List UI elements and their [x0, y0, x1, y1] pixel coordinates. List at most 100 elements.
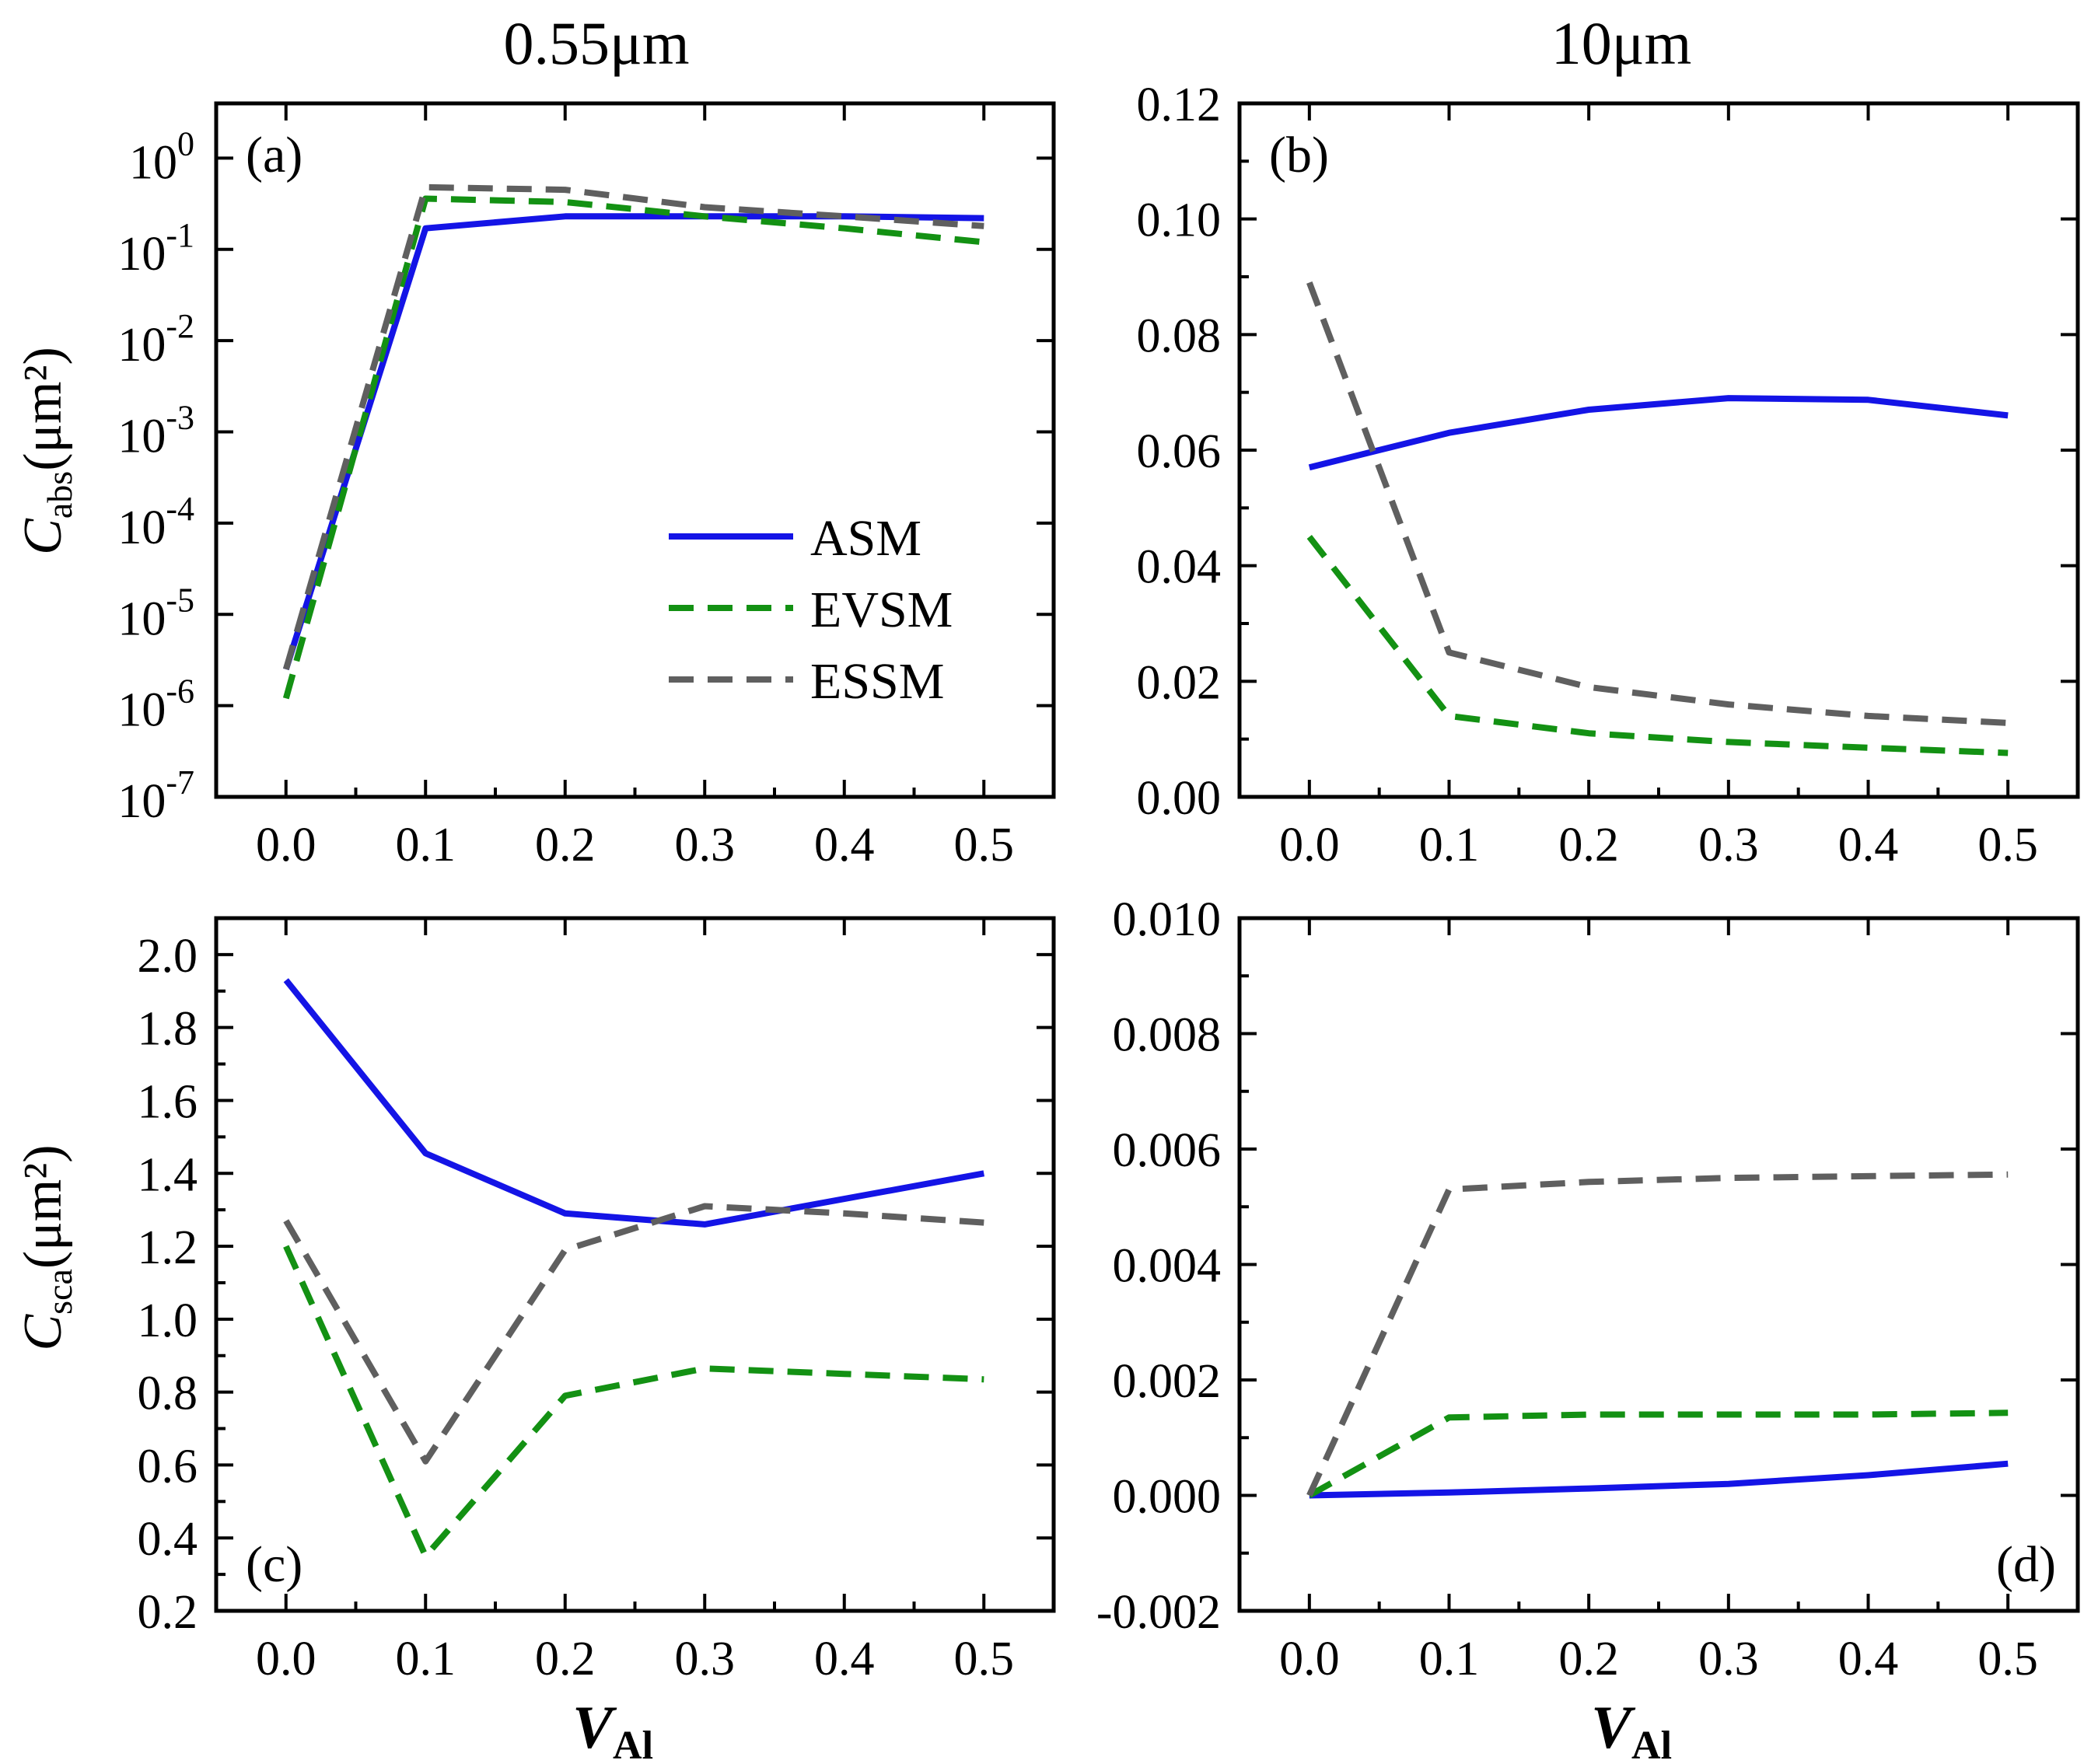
- series-asm-line: [283, 978, 985, 1228]
- series-essm-line: [282, 183, 984, 671]
- y-tick-base: 10: [117, 684, 166, 737]
- x-tick-label: 0.5: [954, 819, 1015, 872]
- x-tick-label: 0.4: [814, 1633, 875, 1685]
- panel-3: 0.0 0.1 0.2 0.3 0.4 0.5 -0.002 0.000 0.002 0.004 0…: [1096, 893, 2080, 1685]
- column-title-right: 10μm: [1551, 9, 1692, 77]
- series-asm-line: [1308, 395, 2009, 471]
- y-tick-label: 0.006: [1113, 1124, 1222, 1177]
- x-tick-label: 0.1: [1419, 819, 1480, 872]
- y-tick-base: 10: [129, 136, 177, 189]
- y-tick-label: 10-7: [117, 763, 194, 828]
- column-title-left: 0.55μm: [504, 9, 690, 77]
- y-axis-label-bottom: Csca(μm²): [13, 1144, 79, 1350]
- panel-1: 0.0 0.1 0.2 0.3 0.4 0.5 0.00 0.02 0.04 0.06 0.08 0.…: [1137, 79, 2080, 872]
- series-asm-line: [1309, 1460, 2009, 1499]
- y-tick-label: 0.12: [1137, 79, 1222, 131]
- y-tick-label: 1.8: [138, 1003, 198, 1056]
- y-tick-label: 0.10: [1137, 194, 1222, 247]
- x-tick-label: 0.2: [535, 1633, 596, 1685]
- y-tick-label: 0.02: [1137, 656, 1222, 709]
- x-tick-label: 0.4: [814, 819, 875, 872]
- y-tick-label: 0.002: [1113, 1355, 1222, 1408]
- y-tick-label: 0.4: [138, 1513, 198, 1566]
- x-label-left-subscript: Al: [613, 1724, 653, 1764]
- legend-label-asm: ASM: [810, 510, 921, 567]
- y-axis-label-top: Cabs(μm²): [13, 347, 79, 555]
- plot-frame: [1237, 916, 2080, 1613]
- y-tick-label: 1.4: [138, 1148, 198, 1201]
- y-tick-label: 0.008: [1113, 1009, 1222, 1062]
- y-tick-label: 10-3: [117, 399, 194, 463]
- y-tick-label: 1.2: [138, 1221, 198, 1274]
- x-tick-label: 0.0: [1279, 819, 1340, 872]
- y-tick-label: 10-1: [117, 216, 194, 281]
- y-label-top-symbol: C: [13, 518, 73, 555]
- x-tick-label: 0.5: [1977, 1633, 2038, 1685]
- y-tick-exponent: -2: [166, 307, 194, 345]
- y-tick-base: 10: [117, 501, 166, 554]
- y-tick-exponent: -4: [166, 490, 194, 528]
- y-tick-base: 10: [117, 592, 166, 645]
- x-tick-label: 0.5: [1977, 819, 2038, 872]
- panel-label: (c): [246, 1536, 302, 1593]
- y-label-top-subscript: abs: [40, 471, 79, 519]
- panel-label: (a): [246, 127, 302, 183]
- y-tick-label: 0.08: [1137, 309, 1222, 362]
- series-evsm-line: [1307, 1409, 2009, 1498]
- panels-group: 0.0 0.1 0.2 0.3 0.4 0.510010-110-210-310-410-…: [117, 79, 2080, 1685]
- x-label-right-symbol: V: [1591, 1693, 1636, 1761]
- y-tick-base: 10: [117, 228, 166, 281]
- y-label-bottom-unit: (μm²): [13, 1144, 73, 1269]
- x-tick-label: 0.3: [675, 819, 736, 872]
- plot-frame: [214, 916, 1056, 1613]
- y-tick-base: 10: [117, 775, 166, 828]
- y-tick-exponent: -7: [166, 763, 194, 802]
- series-essm-line: [283, 1203, 984, 1465]
- y-tick-base: 10: [117, 319, 166, 372]
- x-label-left-symbol: V: [572, 1693, 617, 1761]
- y-tick-exponent: -1: [166, 216, 194, 254]
- legend-label-essm: ESSM: [810, 653, 944, 710]
- y-tick-label: 0.00: [1137, 772, 1222, 825]
- y-tick-label: 0.8: [138, 1368, 198, 1420]
- x-tick-label: 0.5: [954, 1633, 1015, 1685]
- x-tick-label: 0.0: [256, 819, 316, 872]
- series-evsm-line: [283, 1245, 984, 1560]
- y-tick-label: 2.0: [138, 930, 198, 983]
- panel-0: 0.0 0.1 0.2 0.3 0.4 0.510010-110-210-310-410-…: [117, 101, 1056, 872]
- x-label-right-subscript: Al: [1631, 1724, 1672, 1764]
- y-label-top-unit: (μm²): [13, 347, 73, 471]
- series-evsm-line: [282, 195, 984, 700]
- y-tick-label: 10-6: [117, 672, 194, 737]
- x-tick-label: 0.0: [256, 1633, 316, 1685]
- x-tick-label: 0.1: [1419, 1633, 1480, 1685]
- series-essm-line: [1306, 281, 2009, 726]
- y-tick-label: 1.0: [138, 1294, 198, 1347]
- y-tick-label: 0.004: [1113, 1240, 1222, 1293]
- y-tick-label: 10-4: [117, 490, 194, 554]
- y-tick-label: 0.010: [1113, 893, 1222, 946]
- y-tick-label: 0.000: [1113, 1471, 1222, 1524]
- series-evsm-line: [1306, 535, 2009, 756]
- x-tick-label: 0.2: [1558, 1633, 1619, 1685]
- x-tick-label: 0.1: [396, 1633, 456, 1685]
- y-label-bottom-subscript: sca: [40, 1269, 79, 1315]
- y-tick-label: 0.6: [138, 1440, 198, 1493]
- y-tick-label: 0.04: [1137, 541, 1222, 594]
- x-tick-label: 0.3: [1698, 819, 1759, 872]
- y-tick-label: 10-2: [117, 307, 194, 372]
- x-tick-label: 0.4: [1838, 1633, 1899, 1685]
- x-tick-label: 0.4: [1838, 819, 1899, 872]
- y-tick-base: 10: [117, 410, 166, 463]
- y-tick-exponent: -3: [166, 399, 194, 437]
- x-axis-label-right: VAl: [1591, 1693, 1672, 1764]
- legend-label-evsm: EVSM: [810, 582, 953, 638]
- y-tick-label: 0.06: [1137, 425, 1222, 478]
- y-tick-exponent: -6: [166, 672, 194, 711]
- series-essm-line: [1306, 1171, 2009, 1497]
- x-tick-label: 0.1: [396, 819, 456, 872]
- y-tick-label: 10-5: [117, 581, 194, 645]
- y-label-bottom-symbol: C: [13, 1314, 73, 1351]
- y-tick-label: 100: [129, 124, 194, 189]
